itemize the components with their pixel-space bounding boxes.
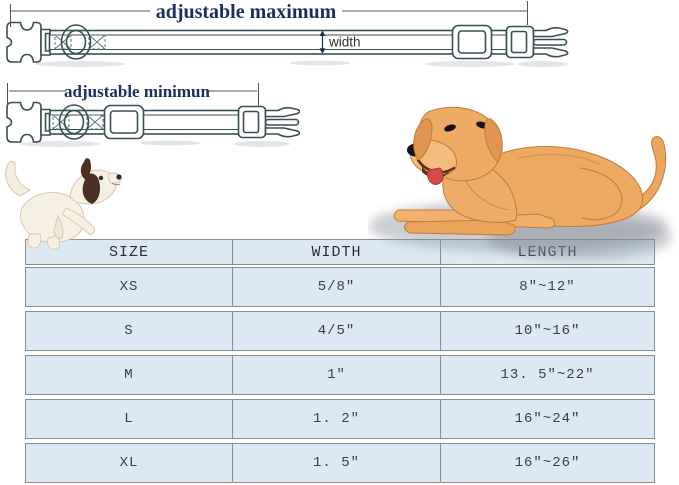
adjustable-minimum-label: adjustable minimun xyxy=(64,82,210,101)
cell-size: XS xyxy=(26,268,233,306)
tri-glide-slider xyxy=(103,104,145,140)
collar-min-diagram: adjustable minimun xyxy=(6,82,300,147)
cell-size: L xyxy=(26,400,233,438)
dog-body xyxy=(393,106,667,236)
dimension-line-min xyxy=(7,83,259,107)
cell-length: 16"~26" xyxy=(514,455,581,471)
header-cell-size: SIZE xyxy=(26,240,233,264)
collar-max-diagram: width adjustable maximum xyxy=(6,1,569,67)
buckle-female xyxy=(6,101,51,143)
table-row: L 1. 2" 16"~24" xyxy=(25,399,655,439)
buckle-female xyxy=(6,21,51,63)
adjustable-maximum-label: adjustable maximum xyxy=(156,1,337,23)
cell-width: 5/8" xyxy=(233,268,441,306)
cell-length: 13. 5"~22" xyxy=(500,367,595,383)
cell-length: 16"~24" xyxy=(514,411,581,427)
cell-width: 1. 5" xyxy=(233,444,441,482)
cell-length: 10"~16" xyxy=(514,323,581,339)
dimension-line-max xyxy=(10,1,528,27)
collar-min-shadow xyxy=(20,140,290,147)
cell-size: S xyxy=(26,312,233,350)
cell-size: XL xyxy=(26,444,233,482)
cell-length: 8"~12" xyxy=(519,279,576,295)
width-label: width xyxy=(328,35,361,50)
table-row: S 4/5" 10"~16" xyxy=(25,311,655,351)
width-arrow xyxy=(319,30,326,54)
table-row: M 1" 13. 5"~22" xyxy=(25,355,655,395)
buckle-male xyxy=(505,25,569,59)
collar-max-shadow xyxy=(35,60,568,67)
header-cell-width: WIDTH xyxy=(233,240,441,264)
golden-retriever-illustration xyxy=(368,106,672,260)
collar-strap xyxy=(48,29,508,55)
cell-width: 1" xyxy=(233,356,441,394)
tri-glide-slider xyxy=(451,24,493,60)
cell-size: M xyxy=(26,356,233,394)
buckle-male xyxy=(237,105,300,139)
table-row: XL 1. 5" 16"~26" xyxy=(25,443,655,483)
table-row: XS 5/8" 8"~12" xyxy=(25,267,655,307)
cell-width: 1. 2" xyxy=(233,400,441,438)
size-chart-table: SIZE WIDTH LENGTH XS 5/8" 8"~12" S 4/5" … xyxy=(25,239,655,483)
cell-width: 4/5" xyxy=(233,312,441,350)
puppy-illustration xyxy=(5,158,122,250)
